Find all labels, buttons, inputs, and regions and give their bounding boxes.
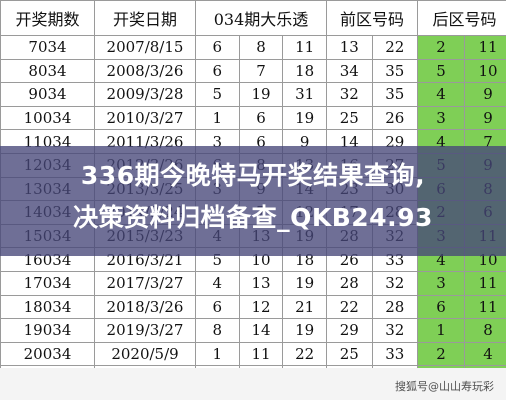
front-number-cell: 11	[282, 35, 327, 60]
front-number-cell: 19	[238, 82, 284, 107]
title-overlay-band	[0, 146, 506, 256]
back-number-cell: 11	[464, 270, 506, 296]
source-watermark: 搜狐号@山山寿玩彩	[395, 380, 494, 393]
back-number-cell: 2	[417, 341, 465, 367]
issue-cell: 20034	[0, 341, 95, 367]
date-cell: 2020/5/9	[94, 341, 196, 367]
front-number-cell: 6	[195, 58, 240, 84]
front-number-cell: 29	[326, 318, 373, 343]
date-cell: 2009/3/28	[94, 82, 196, 107]
caption-line-2: 决策资料归档备查_QKB24.93	[73, 203, 433, 232]
front-number-cell: 6	[238, 105, 284, 131]
header-issue: 开奖期数	[0, 0, 95, 36]
front-number-cell: 1	[195, 105, 240, 131]
table-header-row: 开奖期数 开奖日期 034期大乐透 前区号码 后区号码	[0, 0, 506, 36]
table-row: 9034 2009/3/28 5 19 31 32 35 4 9	[0, 82, 506, 107]
front-number-cell: 14	[238, 318, 284, 343]
front-number-cell: 13	[326, 35, 373, 60]
date-cell: 2010/3/27	[94, 105, 196, 131]
issue-cell: 19034	[0, 318, 95, 343]
table-row: 10034 2010/3/27 1 6 19 25 26 3 9	[0, 105, 506, 131]
front-number-cell: 19	[282, 105, 327, 131]
date-cell: 2019/3/27	[94, 318, 196, 343]
table-row: 18034 2018/3/26 6 12 21 22 28 6 11	[0, 294, 506, 320]
front-number-cell: 5	[195, 82, 240, 107]
header-date: 开奖日期	[94, 0, 196, 36]
front-number-cell: 28	[326, 270, 373, 296]
issue-cell: 17034	[0, 270, 95, 296]
front-number-cell: 34	[326, 58, 373, 84]
front-number-cell: 11	[238, 341, 284, 367]
front-number-cell: 32	[326, 82, 373, 107]
front-number-cell: 25	[326, 341, 373, 367]
date-cell: 2007/8/15	[94, 35, 196, 60]
front-number-cell: 4	[195, 270, 240, 296]
front-number-cell: 35	[371, 58, 418, 84]
front-number-cell: 6	[195, 294, 240, 320]
date-cell: 2008/3/26	[94, 58, 196, 84]
front-number-cell: 31	[282, 82, 327, 107]
header-draw: 034期大乐透	[195, 0, 327, 36]
front-number-cell: 32	[371, 318, 418, 343]
date-cell: 2018/3/26	[94, 294, 196, 320]
header-back-zone: 后区号码	[417, 0, 506, 36]
front-number-cell: 13	[238, 270, 284, 296]
front-number-cell: 8	[195, 318, 240, 343]
front-number-cell: 28	[371, 294, 418, 320]
front-number-cell: 7	[238, 58, 284, 84]
header-front-zone: 前区号码	[326, 0, 418, 36]
front-number-cell: 33	[371, 341, 418, 367]
date-cell: 2017/3/27	[94, 270, 196, 296]
table-row: 17034 2017/3/27 4 13 19 28 32 3 11	[0, 270, 506, 296]
issue-cell: 10034	[0, 105, 95, 131]
front-number-cell: 18	[282, 58, 327, 84]
caption-line-1: 336期今晚特马开奖结果查询,	[80, 161, 426, 190]
front-number-cell: 8	[238, 35, 284, 60]
front-number-cell: 32	[371, 270, 418, 296]
back-number-cell: 11	[464, 35, 506, 60]
issue-cell: 8034	[0, 58, 95, 84]
front-number-cell: 1	[195, 341, 240, 367]
back-number-cell: 9	[464, 105, 506, 131]
front-number-cell: 19	[282, 270, 327, 296]
front-number-cell: 22	[326, 294, 373, 320]
front-number-cell: 6	[195, 35, 240, 60]
front-number-cell: 21	[282, 294, 327, 320]
table-row: 20034 2020/5/9 1 11 22 25 33 2 4	[0, 341, 506, 367]
back-number-cell: 4	[464, 341, 506, 367]
back-number-cell: 3	[417, 270, 465, 296]
back-number-cell: 2	[417, 35, 465, 60]
issue-cell: 7034	[0, 35, 95, 60]
back-number-cell: 1	[417, 318, 465, 343]
back-number-cell: 10	[464, 58, 506, 84]
front-number-cell: 22	[371, 35, 418, 60]
bottom-band	[0, 368, 506, 400]
front-number-cell: 26	[371, 105, 418, 131]
back-number-cell: 11	[464, 294, 506, 320]
table-row: 19034 2019/3/27 8 14 19 29 32 1 8	[0, 318, 506, 343]
overlay-caption: 336期今晚特马开奖结果查询, 决策资料归档备查_QKB24.93	[0, 155, 506, 239]
back-number-cell: 6	[417, 294, 465, 320]
back-number-cell: 8	[464, 318, 506, 343]
back-number-cell: 3	[417, 105, 465, 131]
front-number-cell: 22	[282, 341, 327, 367]
front-number-cell: 25	[326, 105, 373, 131]
back-number-cell: 5	[417, 58, 465, 84]
front-number-cell: 35	[371, 82, 418, 107]
front-number-cell: 19	[282, 318, 327, 343]
table-row: 7034 2007/8/15 6 8 11 13 22 2 11	[0, 35, 506, 60]
back-number-cell: 9	[464, 82, 506, 107]
back-number-cell: 4	[417, 82, 465, 107]
table-row: 8034 2008/3/26 6 7 18 34 35 5 10	[0, 58, 506, 84]
issue-cell: 9034	[0, 82, 95, 107]
issue-cell: 18034	[0, 294, 95, 320]
front-number-cell: 12	[238, 294, 284, 320]
